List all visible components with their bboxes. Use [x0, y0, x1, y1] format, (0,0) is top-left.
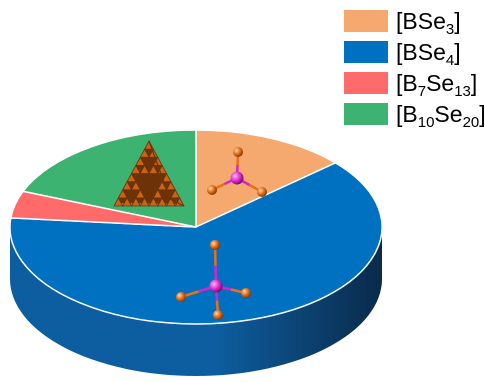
- atom-icon: [207, 185, 217, 195]
- boron-atom-icon: [209, 279, 223, 293]
- atom-icon: [176, 292, 186, 302]
- legend-swatch-2: [344, 72, 388, 94]
- slice-illustrations: [113, 140, 267, 320]
- pie-slice-1: [9, 162, 383, 325]
- pie-slices: [9, 129, 383, 325]
- atom-icon: [210, 240, 220, 250]
- pie-sides: [10, 227, 382, 376]
- legend-swatch-1: [344, 41, 388, 63]
- atom-icon: [257, 187, 267, 197]
- legend-swatch-0: [344, 10, 388, 32]
- legend-label-1: [BSe4]: [396, 39, 461, 69]
- b10se20-cluster-icon: [113, 140, 185, 207]
- legend: [BSe3][BSe4][B7Se13][B10Se20]: [344, 8, 484, 131]
- atom-icon: [241, 288, 251, 298]
- legend-label-2: [B7Se13]: [396, 70, 477, 100]
- legend-swatch-3: [344, 103, 388, 125]
- boron-atom-icon: [230, 171, 244, 185]
- legend-label-0: [BSe3]: [396, 8, 461, 38]
- legend-label-3: [B10Se20]: [396, 101, 484, 131]
- atom-icon: [213, 310, 223, 320]
- pie-slice-0: [195, 129, 337, 228]
- atom-icon: [233, 147, 243, 157]
- pie-side-1: [10, 227, 382, 376]
